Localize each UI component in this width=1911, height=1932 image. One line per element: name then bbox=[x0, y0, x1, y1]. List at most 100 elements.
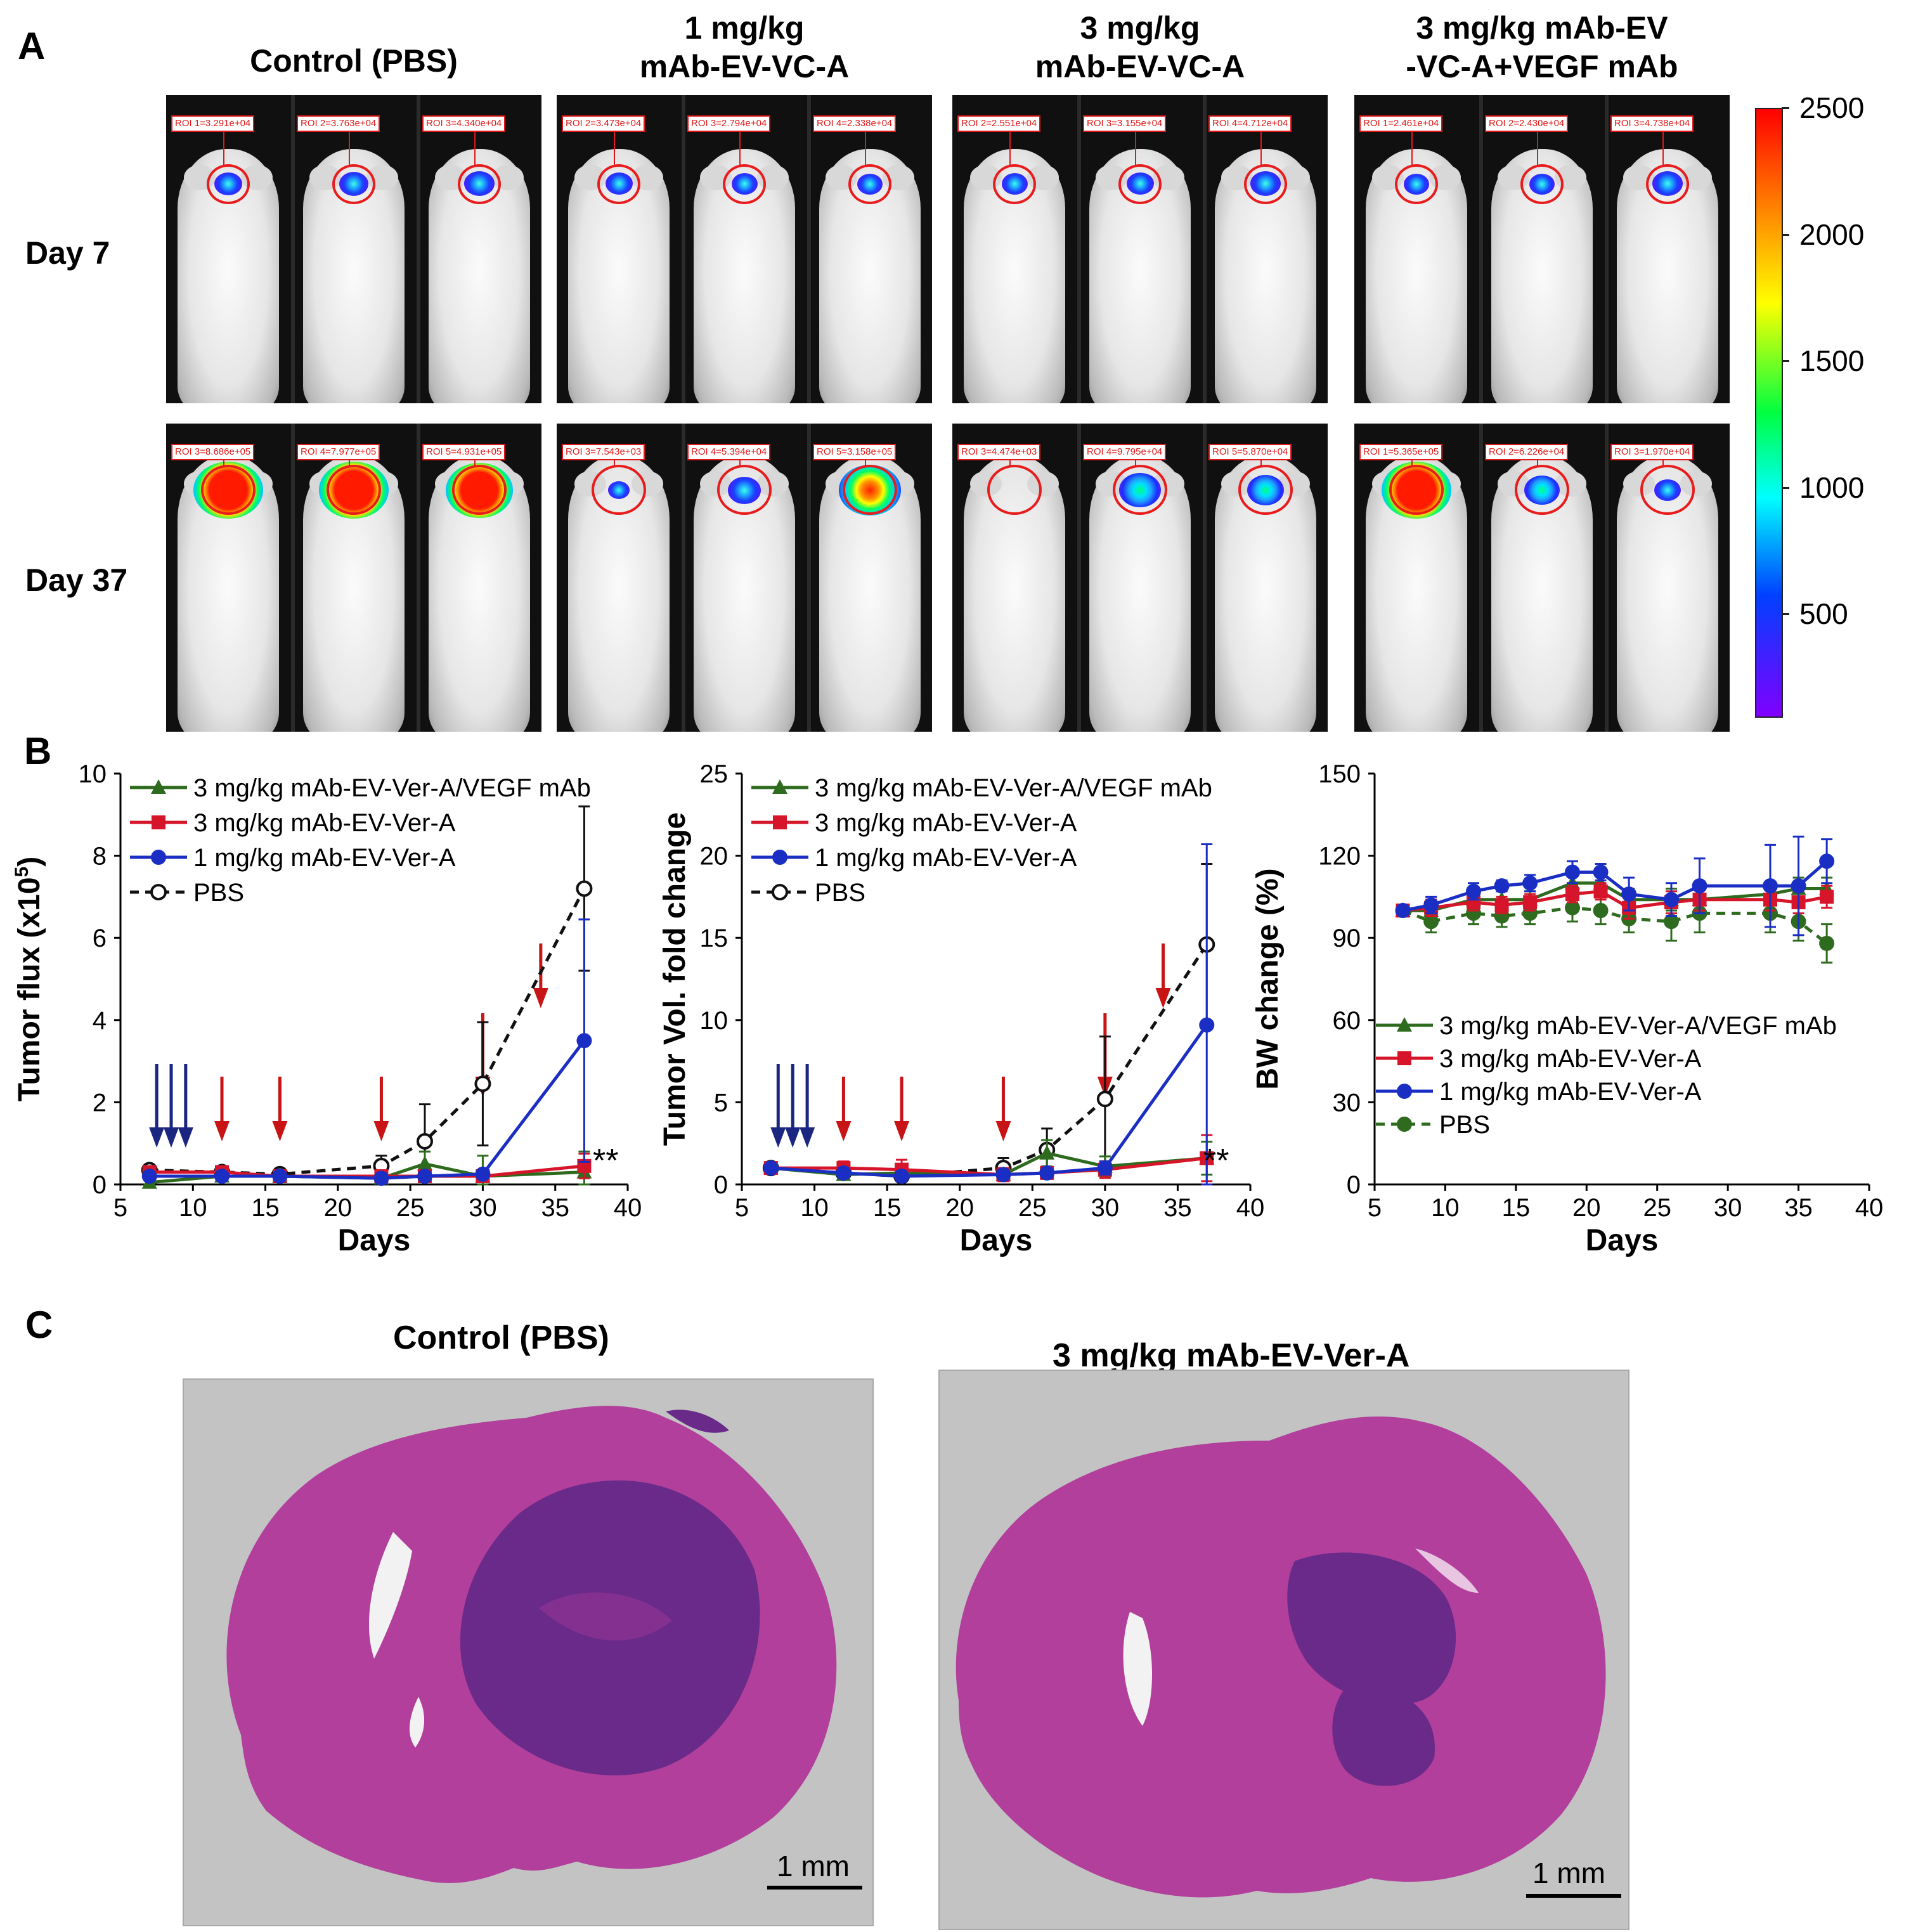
legend-label: 3 mg/kg mAb-EV-Ver-A/VEGF mAb bbox=[815, 774, 1212, 802]
cage-divider bbox=[1077, 424, 1081, 732]
cage-divider bbox=[1203, 95, 1207, 403]
group-title: 3 mg/kg mAb-EV -VC-A+VEGF mAb bbox=[1354, 9, 1730, 86]
legend-marker bbox=[1397, 1084, 1412, 1099]
data-point bbox=[1494, 898, 1509, 912]
scale-bar-line bbox=[767, 1886, 862, 1890]
x-tick-label: 10 bbox=[1431, 1194, 1460, 1222]
data-point bbox=[1565, 864, 1580, 880]
roi-circle bbox=[717, 465, 772, 515]
roi-circle bbox=[592, 465, 646, 515]
data-point bbox=[1494, 878, 1510, 894]
bioluminescence-panel: ROI 2=2.551e+04 ROI 3=3.155e+04 ROI 4=4.71… bbox=[952, 95, 1328, 403]
bioluminescence-panel: ROI 1=5.365e+05 ROI 2=6.226e+04 ROI 3=1.97… bbox=[1354, 424, 1730, 732]
y-tick-label: 60 bbox=[1333, 1007, 1361, 1035]
y-tick-label: 4 bbox=[93, 1007, 107, 1035]
data-point bbox=[417, 1132, 433, 1150]
roi-value-label: ROI 3=8.686e+05 bbox=[171, 444, 255, 460]
colorbar-tick-label: 1000 bbox=[1799, 470, 1865, 504]
group-title-line: mAb-EV-VC-A bbox=[639, 49, 850, 84]
panel-b-charts: 5 10 15 20 25 30 35 40 0 2 4 6 8 10 Days Tumor flux (x1… bbox=[11, 760, 1883, 1257]
data-point bbox=[1820, 890, 1834, 904]
x-tick-label: 15 bbox=[1502, 1194, 1531, 1222]
roi-value-label: ROI 2=2.551e+04 bbox=[957, 115, 1041, 132]
x-tick-label: 20 bbox=[324, 1194, 353, 1222]
roi-value-label: ROI 3=7.543e+03 bbox=[562, 444, 645, 460]
data-point bbox=[272, 1169, 288, 1184]
roi-value-label: ROI 4=2.338e+04 bbox=[813, 115, 897, 132]
roi-circle bbox=[1389, 465, 1444, 515]
data-point bbox=[995, 1167, 1011, 1183]
panel-a-colorbar bbox=[1755, 108, 1783, 718]
row-day-label: Day 7 bbox=[25, 235, 110, 271]
y-tick-label: 0 bbox=[1347, 1171, 1361, 1199]
red-dosing-arrow-head bbox=[533, 988, 548, 1008]
y-tick-label: 0 bbox=[93, 1171, 107, 1199]
roi-circle bbox=[1515, 465, 1569, 515]
roi-leader-line bbox=[1260, 460, 1262, 467]
y-tick-label: 25 bbox=[700, 760, 729, 788]
x-tick-label: 30 bbox=[1091, 1194, 1120, 1222]
x-tick-label: 10 bbox=[179, 1194, 207, 1222]
legend-label: PBS bbox=[1439, 1111, 1490, 1139]
cage-divider bbox=[291, 424, 295, 732]
scale-bar-label: 1 mm bbox=[1532, 1857, 1605, 1890]
roi-leader-line bbox=[865, 132, 866, 165]
data-point bbox=[475, 1166, 491, 1182]
data-point bbox=[576, 880, 593, 897]
x-tick-label: 40 bbox=[1236, 1194, 1265, 1222]
roi-value-label: ROI 4=4.712e+04 bbox=[1208, 115, 1292, 132]
x-tick-label: 10 bbox=[800, 1194, 829, 1222]
data-point bbox=[1097, 1160, 1113, 1176]
colorbar-tick-label: 500 bbox=[1799, 597, 1848, 631]
y-axis-label-end: ) bbox=[13, 857, 46, 867]
group-title: 1 mg/kg mAb-EV-VC-A bbox=[557, 9, 932, 86]
blue-dosing-arrow-head bbox=[800, 1127, 815, 1148]
cage-divider bbox=[1077, 95, 1081, 403]
data-point bbox=[1466, 883, 1481, 899]
x-axis-label: Days bbox=[1586, 1224, 1659, 1257]
roi-leader-line bbox=[1411, 132, 1413, 165]
data-point bbox=[1819, 935, 1835, 951]
histology-control-section bbox=[226, 1406, 837, 1883]
colorbar-tick-mark bbox=[1782, 107, 1789, 109]
data-point bbox=[576, 1033, 592, 1049]
colorbar-tick-label: 1500 bbox=[1799, 344, 1865, 378]
roi-leader-line bbox=[1537, 132, 1538, 165]
roi-value-label: ROI 1=2.461e+04 bbox=[1359, 115, 1443, 132]
group-title-line: mAb-EV-VC-A bbox=[1035, 49, 1245, 84]
roi-circle bbox=[201, 465, 256, 515]
y-axis-label-superscript: 5 bbox=[11, 867, 32, 878]
blue-dosing-arrow-head bbox=[149, 1127, 165, 1148]
roi-value-label: ROI 3=1.970e+04 bbox=[1610, 444, 1694, 460]
red-dosing-arrow-head bbox=[1155, 988, 1171, 1008]
bioluminescence-panel: ROI 1=2.461e+04 ROI 2=2.430e+04 ROI 3=4.73… bbox=[1354, 95, 1730, 403]
blue-dosing-arrow-head bbox=[164, 1127, 179, 1148]
panel-b-letter: B bbox=[24, 730, 52, 772]
blue-dosing-arrow-head bbox=[770, 1127, 786, 1148]
y-axis-label-main: Tumor flux (x10 bbox=[13, 877, 46, 1101]
panel-a-letter: A bbox=[18, 25, 46, 67]
roi-circle bbox=[1640, 465, 1695, 515]
histology-treated-section bbox=[956, 1416, 1606, 1898]
x-tick-label: 15 bbox=[251, 1194, 280, 1222]
bioluminescence-panel: ROI 1=3.291e+04 ROI 2=3.763e+04 ROI 3=4.34… bbox=[166, 95, 541, 403]
data-point bbox=[1096, 1091, 1113, 1108]
x-tick-label: 20 bbox=[945, 1194, 974, 1222]
x-tick-label: 35 bbox=[1784, 1194, 1813, 1222]
colorbar-tick-mark bbox=[1782, 486, 1789, 489]
data-point bbox=[1763, 878, 1778, 894]
data-point bbox=[417, 1155, 432, 1170]
data-point bbox=[894, 1169, 910, 1184]
histology-left-title: Control (PBS) bbox=[393, 1319, 609, 1356]
y-axis-label-main: BW change (%) bbox=[1251, 868, 1285, 1089]
data-point bbox=[1593, 884, 1608, 898]
data-point bbox=[836, 1165, 852, 1181]
roi-leader-line bbox=[1009, 132, 1011, 165]
data-point bbox=[1664, 891, 1679, 907]
roi-circle bbox=[207, 164, 250, 204]
data-point bbox=[1621, 886, 1637, 902]
panel-c-letter: C bbox=[25, 1304, 53, 1346]
y-tick-label: 10 bbox=[700, 1007, 729, 1035]
legend-marker bbox=[772, 850, 787, 865]
